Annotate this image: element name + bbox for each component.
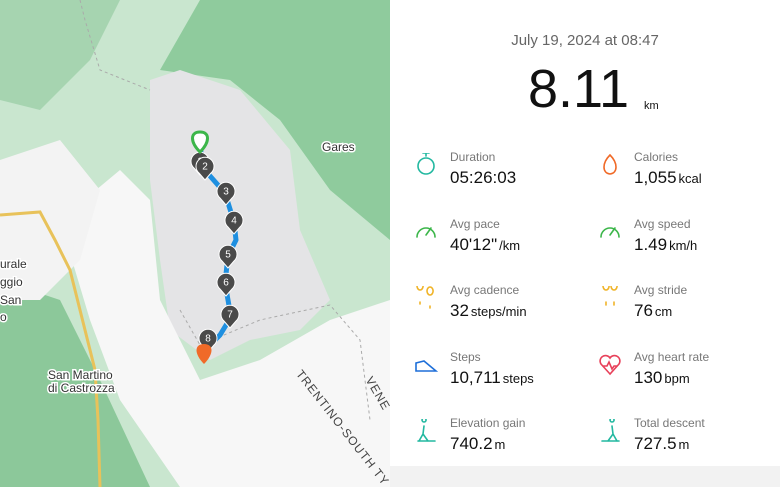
stat-label: Avg pace [450,216,500,231]
stat-unit: m [678,437,690,452]
stat-unit: bpm [664,370,690,386]
stat-value-row: 05:26:03 [450,168,516,188]
stat-icon [415,359,438,372]
stat-value: 727.5 [634,434,677,453]
marker-label: 6 [223,278,229,289]
icon-shape [600,226,620,238]
stat-value: 740.2 [450,434,493,453]
marker-label: 3 [223,187,229,198]
marker-label: 7 [227,310,233,321]
stat-unit: km/h [669,237,698,253]
icon-shape [416,286,434,309]
marker-label: 2 [202,162,208,173]
stat-value-row: 76 cm [634,301,672,321]
icon-shape [601,419,620,442]
date: July 19, 2024 at 08:47 [511,32,659,49]
map-label: San Martino [48,368,113,382]
map-label: di Castrozza [48,381,115,395]
marker-label: 5 [225,250,231,261]
icon-shape [417,419,436,442]
stat-value: 1,055 [634,168,677,187]
marker-label: 4 [231,216,237,227]
terrain [0,280,150,487]
stat-icon [603,153,617,175]
stat-value: 10,711 [450,367,501,387]
summary-panel: July 19, 2024 at 08:47 8.11 km Duration 0… [390,0,780,487]
stat-label: Total descent [634,416,705,430]
markers: 12345678 [190,151,244,353]
stat-icon [600,226,620,238]
stat-icon [602,286,618,306]
marker-pin [195,156,215,181]
stat-label: Elevation gain [450,416,526,430]
distance-unit: km [644,100,659,112]
stat-value: 76 [634,301,653,320]
start-pin [191,130,209,155]
stat-value: 40'12" [450,234,498,254]
map-label: o [0,310,7,324]
valley [0,140,100,300]
stat-icon [417,419,436,442]
map-label: Gares [322,140,355,154]
stat-unit: cm [654,304,673,319]
stat-value: 05:26:03 [450,168,517,187]
stat-value-row: 1,055 kcal [634,168,702,188]
stat-unit: steps/min [470,304,527,319]
stat-value: 130 [634,367,663,387]
icon-shape [417,157,435,175]
stat-unit: steps [502,370,534,386]
marker-pin [220,304,240,329]
stat-value-row: 1.49 km/h [634,235,697,255]
stat-icon [416,226,436,238]
stat-icon [601,419,620,442]
stat-value-row: 40'12"/km [450,235,520,255]
marker-pin [216,181,236,206]
map-label: San [0,293,21,307]
stat-value: 1.49 [634,234,668,254]
stat-label: Steps [450,349,481,364]
stat-value-row: 10,711 steps [450,368,534,388]
distance: 8.11 [528,59,630,119]
marker-pin [218,244,238,269]
stat-icon [417,153,435,175]
stat-value-row: 130 bpm [634,368,690,388]
end-pin [196,344,212,364]
valley [60,170,390,487]
map-label: ggio [0,275,23,289]
stat-value-row: 32 steps/min [450,301,527,321]
stat-icon [416,286,434,309]
stat-label: Avg speed [634,216,691,231]
stat-label: Duration [450,150,496,164]
icon-shape [599,354,621,375]
border [179,304,371,421]
terrain [0,0,120,110]
marker-pin [216,272,236,297]
marker-label: 8 [205,334,211,345]
icon-shape [416,226,436,238]
stat-label: Calories [634,150,679,164]
footer-bar [390,466,780,487]
stat-value-row: 727.5 m [634,434,689,454]
icon-shape [602,286,618,306]
icon-shape [603,153,617,175]
stat-label: Avg cadence [450,283,520,297]
map-label: urale [0,257,27,271]
terrain [160,0,390,240]
stat-icon [599,354,621,375]
stat-label: Avg stride [634,283,688,297]
marker-pin [224,210,244,235]
icon-shape [415,359,438,372]
stat-value-row: 740.2 m [450,434,505,454]
stat-unit: /km [499,237,521,253]
road [0,210,102,487]
stat-unit: kcal [678,171,702,186]
icon-shape [422,153,430,157]
stat-label: Avg heart rate [634,349,710,364]
stat-value: 32 [450,301,469,320]
stat-unit: m [494,437,506,452]
